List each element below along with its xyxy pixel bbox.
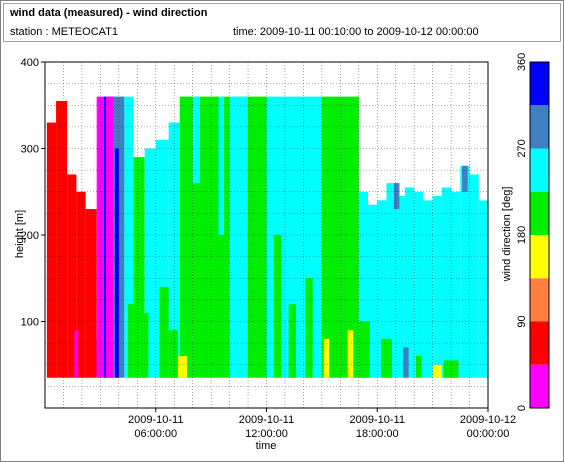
y-tick-label: 300 <box>21 144 39 156</box>
heatmap-cells <box>46 96 488 378</box>
heatmap-column <box>124 96 134 378</box>
heatmap-column <box>395 196 405 378</box>
heatmap-column <box>133 157 145 378</box>
heatmap-patch <box>273 235 282 378</box>
heatmap-patch <box>159 286 169 378</box>
colorbar-tick-label: 90 <box>516 315 528 327</box>
heatmap-column <box>404 187 415 378</box>
heatmap-column <box>478 200 488 378</box>
y-tick-label: 400 <box>21 57 39 69</box>
heatmap-patch <box>380 338 393 378</box>
x-tick-label-date: 2009-10-12 <box>460 414 516 426</box>
heatmap-patch <box>105 96 114 378</box>
heatmap-patch <box>323 338 330 378</box>
heatmap-patch <box>255 191 261 378</box>
colorbar-bin <box>530 191 549 235</box>
heatmap-patch <box>236 96 245 322</box>
heatmap-column <box>368 204 378 378</box>
heatmap-patch <box>443 360 459 378</box>
heatmap-column <box>451 191 461 378</box>
heatmap-patch <box>416 356 422 378</box>
colorbar-tick-label: 180 <box>516 226 528 244</box>
colorbar-tick-label: 270 <box>516 139 528 157</box>
heatmap-patch <box>74 330 79 378</box>
heatmap-column <box>441 187 452 378</box>
heatmap-column <box>96 96 105 378</box>
axes: 100 200 300 400 2009-10-11 06:00:00 2009-10-11… <box>21 57 517 440</box>
x-tick-label-time: 06:00:00 <box>134 428 177 440</box>
heatmap-column <box>168 122 180 378</box>
colorbar-tick-label: 0 <box>516 405 528 411</box>
time-range-label: time: 2009-10-11 00:10:00 to 2009-10-12 … <box>233 26 479 38</box>
y-axis-label: height [m] <box>14 210 26 258</box>
heatmap-column <box>56 100 68 378</box>
x-tick-label-time: 12:00:00 <box>245 428 288 440</box>
heatmap-patch <box>96 338 101 378</box>
heatmap-column <box>321 96 341 378</box>
y-tick-label: 100 <box>21 317 39 329</box>
x-tick-label-date: 2009-10-11 <box>350 414 405 426</box>
heatmap-patch <box>192 96 201 184</box>
heatmap-column <box>469 174 479 378</box>
heatmap-column <box>358 191 369 378</box>
chart-title: wind data (measured) - wind direction <box>10 7 208 19</box>
colorbar-bin <box>530 105 549 149</box>
heatmap-patch <box>177 356 188 378</box>
colorbar-bin <box>530 321 549 365</box>
heatmap-patch <box>218 96 225 235</box>
station-label: station : METEOCAT1 <box>10 26 118 38</box>
heatmap-patch <box>403 347 409 378</box>
grid-lines <box>45 62 488 408</box>
heatmap-patch <box>432 364 442 378</box>
heatmap-patch <box>168 330 178 378</box>
info-bar: station : METEOCAT1 time: 2009-10-11 00:… <box>3 23 561 42</box>
heatmap-patch <box>393 183 400 210</box>
x-tick-label-time: 18:00:00 <box>356 428 399 440</box>
heatmap-patch <box>128 304 134 378</box>
colorbar-bin <box>530 235 549 279</box>
heatmap-patch <box>347 330 354 378</box>
x-tick-label-time: 00:00:00 <box>467 428 510 440</box>
heatmap-column <box>377 200 387 378</box>
colorbar-frame <box>529 61 550 409</box>
colorbar-bin <box>530 148 549 192</box>
heatmap-column <box>340 96 359 378</box>
colorbar-bin <box>530 62 549 106</box>
colorbar-bin <box>530 364 549 408</box>
heatmap-column <box>211 96 230 378</box>
heatmap-column <box>414 191 424 378</box>
colorbar: 0 90 180 270 360 <box>516 53 550 411</box>
heatmap-column <box>67 174 77 378</box>
heatmap-column <box>460 165 470 378</box>
y-tick-label: 200 <box>21 230 39 242</box>
x-tick-label-date: 2009-10-11 <box>239 414 294 426</box>
heatmap-patch <box>358 321 370 378</box>
heatmap-column <box>76 191 86 378</box>
colorbar-bin <box>530 278 549 322</box>
colorbar-tick-label: 360 <box>516 53 528 71</box>
heatmap-column <box>144 148 156 378</box>
heatmap-column <box>432 196 442 378</box>
heatmap-patch <box>462 165 468 192</box>
heatmap-column <box>85 209 97 378</box>
heatmap-column <box>46 122 57 378</box>
heatmap-column <box>423 200 433 378</box>
heatmap-column <box>179 96 193 378</box>
heatmap-column <box>386 183 396 378</box>
heatmap-patch <box>305 278 313 378</box>
heatmap-patch <box>288 304 297 378</box>
heatmap-patch <box>140 312 149 378</box>
x-axis-label: time <box>256 440 277 452</box>
heatmap-patch <box>115 148 119 378</box>
x-tick-label-date: 2009-10-11 <box>128 414 183 426</box>
colorbar-label: wind direction [deg] <box>501 187 513 283</box>
